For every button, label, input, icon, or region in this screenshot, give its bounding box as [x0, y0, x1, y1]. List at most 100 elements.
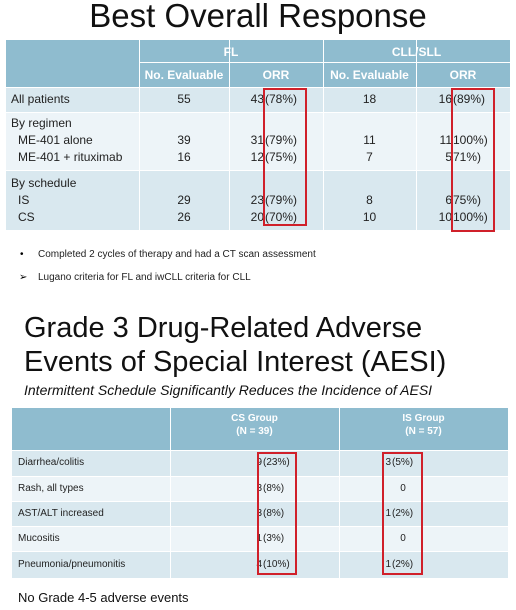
cell-value: 16 [177, 150, 191, 164]
bullet: • [20, 249, 24, 260]
highlight-box [451, 88, 495, 232]
cell-value: (8%) [263, 482, 285, 494]
cell-value: 18 [362, 92, 377, 106]
cell-value: (8%) [263, 507, 285, 519]
header-bg [6, 40, 510, 87]
row-bg [12, 526, 508, 551]
cell-value: 5 [445, 150, 452, 164]
row-label: By regimen [11, 116, 72, 130]
cell-value: 11 [439, 133, 452, 147]
subtitle: Intermittent Schedule Significantly Redu… [24, 382, 433, 398]
cell-value: 11 [363, 133, 376, 147]
cell-value: 3 [256, 507, 262, 519]
cell-value: 9 [256, 457, 262, 468]
bullet: ➢ [19, 272, 28, 283]
cell-value: 10 [362, 210, 377, 224]
cell-value: (5%) [392, 457, 414, 468]
column-rule [170, 408, 171, 578]
column-rule [339, 408, 340, 578]
cell-value: 55 [177, 92, 191, 106]
cell-value: (3%) [263, 532, 285, 544]
cell-value: (2%) [392, 558, 414, 570]
cell-value: 23 [250, 193, 264, 207]
cell-value: 31 [250, 133, 264, 147]
cell-value: 3 [385, 457, 391, 468]
column-header: No. Evaluable [330, 68, 409, 82]
row-rule [12, 476, 508, 477]
cell-value: (70%) [265, 210, 298, 224]
cell-value: 1 [256, 532, 262, 544]
row-label: Rash, all types [18, 482, 84, 494]
cell-value: 4 [256, 558, 262, 570]
cell-value: 0 [400, 482, 406, 494]
cell-value: 1 [385, 558, 391, 570]
row-label: ME-401 alone [18, 133, 93, 147]
column-header: ORR [262, 68, 290, 82]
row-bg [6, 112, 510, 170]
row-rule [139, 62, 510, 63]
column-header: (N = 57) [405, 426, 442, 437]
cell-value: (89%) [453, 92, 486, 106]
column-header: (N = 39) [236, 426, 273, 437]
cell-value: 16 [438, 92, 452, 106]
group-header: FL [223, 45, 239, 59]
cell-value: (10%) [263, 558, 290, 570]
cell-value: 7 [366, 150, 373, 164]
row-bg [6, 87, 510, 112]
column-header: CS Group [231, 413, 278, 424]
section-title: Grade 3 Drug-Related Adverse [24, 312, 423, 344]
row-label: All patients [11, 92, 70, 106]
cell-value: 0 [400, 532, 406, 544]
row-label: ME-401 + rituximab [18, 150, 123, 164]
highlight-box [382, 452, 423, 575]
cell-value: 100%) [453, 133, 488, 147]
row-rule [6, 170, 510, 171]
row-bg [6, 170, 510, 230]
column-header: ORR [449, 68, 477, 82]
row-label: Diarrhea/colitis [18, 457, 85, 468]
header-bg [12, 408, 508, 450]
row-rule [12, 551, 508, 552]
highlight-box [257, 452, 297, 575]
group-header: CLL/SLL [391, 45, 442, 59]
cell-value: (78%) [265, 92, 298, 106]
row-label: CS [18, 210, 35, 224]
note: Completed 2 cycles of therapy and had a … [38, 249, 316, 260]
cell-value: 43 [250, 92, 264, 106]
cell-value: (79%) [265, 193, 298, 207]
row-label: IS [18, 193, 30, 207]
row-bg [12, 476, 508, 501]
column-header: No. Evaluable [144, 68, 224, 82]
cell-value: 1 [385, 507, 391, 519]
cell-value: 12 [250, 150, 264, 164]
cell-value: 8 [366, 193, 373, 207]
cell-value: (23%) [263, 457, 290, 468]
column-header: IS Group [402, 413, 445, 424]
cell-value: (79%) [265, 133, 298, 147]
cell-value: 39 [177, 133, 191, 147]
row-label: By schedule [11, 176, 77, 190]
column-rule [323, 40, 324, 230]
row-rule [12, 501, 508, 502]
highlight-box [263, 88, 307, 226]
row-bg [12, 450, 508, 476]
row-label: Pneumonia/pneumonitis [18, 558, 126, 570]
cell-value: 100%) [453, 210, 488, 224]
section-title: Events of Special Interest (AESI) [24, 346, 447, 378]
row-bg [12, 501, 508, 526]
note: Lugano criteria for FL and iwCLL criteri… [38, 272, 251, 283]
cell-value: 20 [250, 210, 264, 224]
column-rule [229, 40, 230, 230]
row-label: AST/ALT increased [18, 507, 104, 519]
cell-value: (2%) [392, 507, 414, 519]
cell-value: 29 [177, 193, 191, 207]
cell-value: 71%) [453, 150, 482, 164]
row-label: Mucositis [18, 532, 60, 544]
cell-value: 26 [177, 210, 191, 224]
cell-value: 75%) [453, 193, 482, 207]
footnote: No Grade 4-5 adverse events [18, 590, 189, 605]
column-rule [416, 40, 417, 230]
cell-value: 6 [445, 193, 452, 207]
cell-value: 3 [256, 482, 262, 494]
